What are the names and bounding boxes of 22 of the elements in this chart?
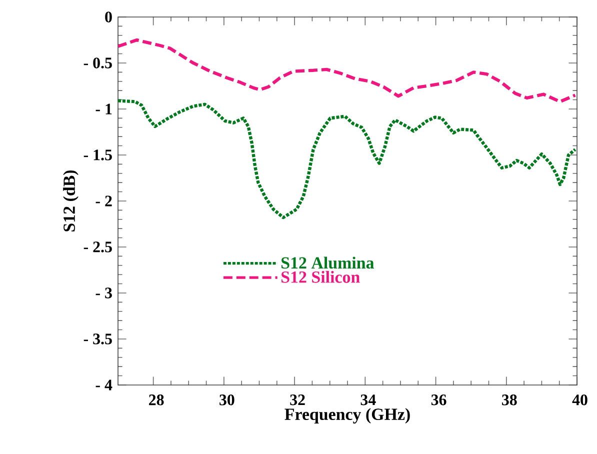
x-tick-label: 36 [431,394,446,406]
y-tick-label: - 3.5 [84,334,112,344]
x-axis-title: Frequency (GHz) [284,408,410,424]
x-tick-label: 28 [149,394,164,406]
y-tick-label: - 4 [96,380,112,390]
y-tick-label: 0 [105,12,112,22]
y-tick-label: - 3 [96,288,112,298]
line-series [118,38,577,104]
x-tick-label: 30 [220,394,234,406]
x-tick-label: 32 [290,394,305,406]
line-series [118,99,577,220]
x-tick-label: 38 [502,394,517,406]
x-tick-label: 34 [360,394,376,406]
legend-label: S12 Silicon [282,270,360,283]
legend-label: S12 Alumina [282,256,374,269]
y-tick-label: - 2 [96,196,112,206]
y-tick-label: - 0.5 [84,58,112,68]
y-tick-label: - 1.5 [84,150,112,160]
x-tick-label: 40 [572,394,588,406]
y-tick-label: - 2.5 [84,242,112,252]
y-axis-title: S12 (dB) [63,170,78,232]
y-tick-label: - 1 [96,104,112,114]
